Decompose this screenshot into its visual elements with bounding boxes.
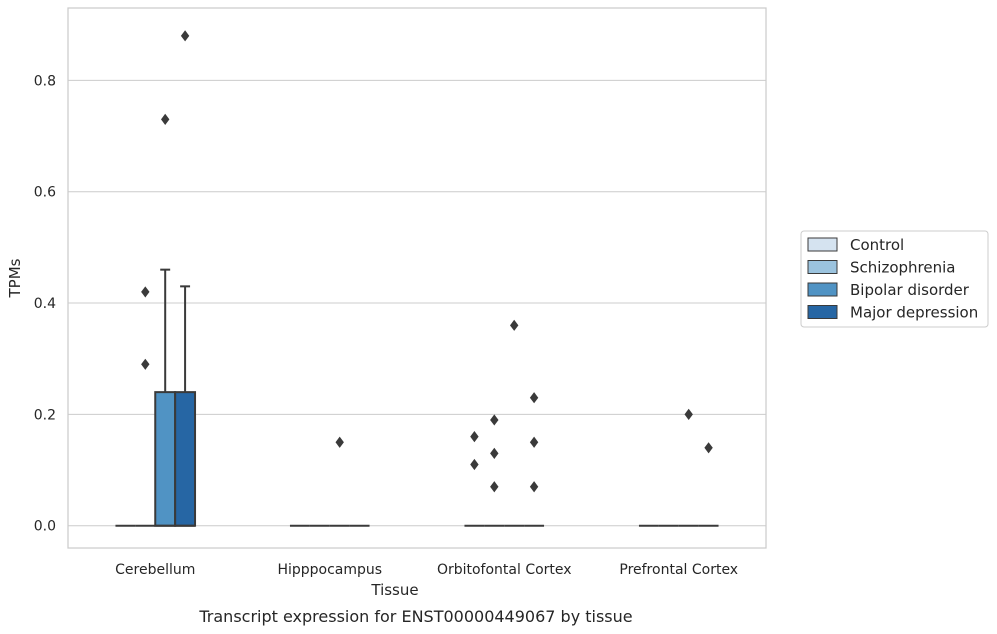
y-tick-labels: 0.0 0.2 0.4 0.6 0.8 xyxy=(34,73,56,534)
y-tick-label: 0.8 xyxy=(34,73,56,89)
box xyxy=(174,391,197,527)
legend-swatch xyxy=(807,305,838,319)
plot-frame xyxy=(67,7,767,549)
y-tick-label: 0.0 xyxy=(34,519,56,535)
legend-label: Control xyxy=(850,236,904,254)
plot-marks xyxy=(115,30,719,527)
outlier-point xyxy=(490,414,499,426)
legend-label: Bipolar disorder xyxy=(850,281,970,299)
outlier-point xyxy=(529,436,539,448)
outlier-point xyxy=(490,447,499,459)
x-tick-label: Prefrontal Cortex xyxy=(619,562,738,578)
outlier-point xyxy=(160,113,170,125)
outlier-point xyxy=(470,431,479,443)
x-tick-label: Hipppocampus xyxy=(277,562,382,578)
legend-label: Major depression xyxy=(850,304,978,322)
outlier-point xyxy=(335,436,344,448)
x-axis-label: Tissue xyxy=(370,581,418,599)
x-tick-label: Cerebellum xyxy=(115,562,195,578)
legend-frame xyxy=(800,230,989,328)
outlier-point xyxy=(529,481,539,493)
legend-swatch xyxy=(807,260,838,274)
outlier-point xyxy=(470,458,479,471)
outlier-point xyxy=(704,442,713,454)
outlier-point xyxy=(509,319,519,331)
y-tick-label: 0.2 xyxy=(34,407,56,423)
outlier-point xyxy=(141,286,150,298)
y-tick-label: 0.4 xyxy=(34,296,56,312)
outlier-point xyxy=(180,30,190,42)
chart-caption: Transcript expression for ENST0000044906… xyxy=(198,607,632,626)
y-axis-label: TPMs xyxy=(6,258,24,298)
outlier-point xyxy=(684,408,693,420)
outlier-point xyxy=(529,392,539,404)
legend: Control Schizophrenia Bipolar disorder Majo… xyxy=(800,230,989,328)
legend-label: Schizophrenia xyxy=(850,259,955,277)
x-tick-labels: Cerebellum Hipppocampus Orbitofontal Corte… xyxy=(115,562,738,578)
legend-swatch xyxy=(807,282,838,297)
outlier-point xyxy=(490,481,499,493)
legend-swatch xyxy=(807,237,838,252)
box xyxy=(154,391,177,527)
outlier-point xyxy=(141,358,150,370)
y-tick-label: 0.6 xyxy=(34,185,56,201)
x-tick-label: Orbitofontal Cortex xyxy=(437,562,572,578)
